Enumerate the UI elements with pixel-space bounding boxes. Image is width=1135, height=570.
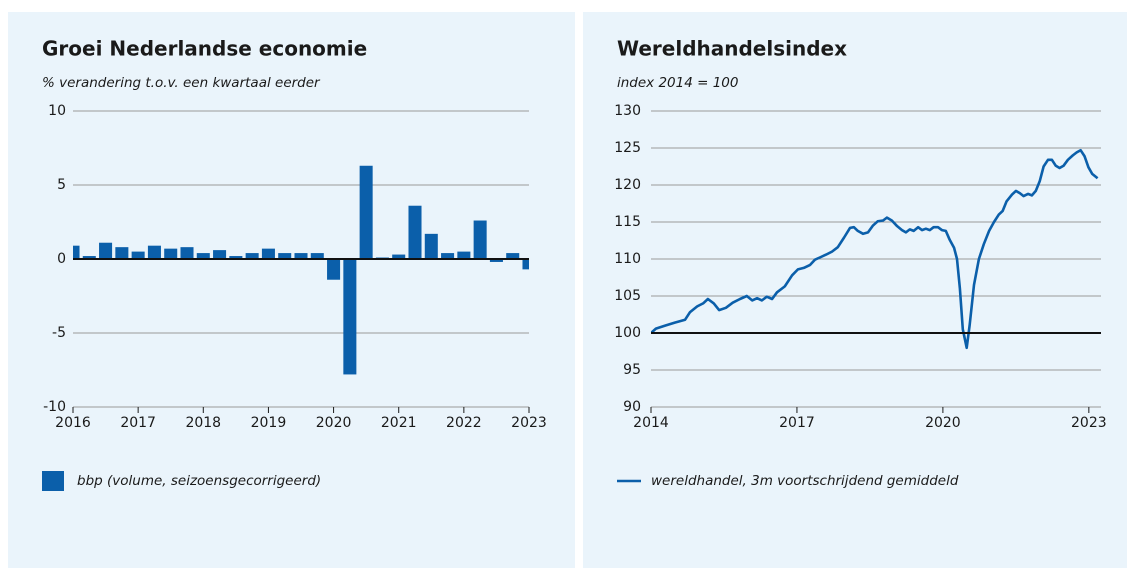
bar <box>147 245 161 259</box>
bar <box>294 253 308 259</box>
bar <box>424 233 438 259</box>
x-tick-label: 2017 <box>779 415 815 431</box>
chart-subtitle: % verandering t.o.v. een kwartaal eerder <box>42 75 321 91</box>
x-tick-label: 2016 <box>55 415 91 431</box>
y-tick-label: 5 <box>57 177 66 193</box>
x-tick-label: 2023 <box>1071 415 1107 431</box>
bar <box>245 253 259 259</box>
x-tick-label: 2022 <box>446 415 482 431</box>
bar <box>408 205 422 259</box>
x-tick-label: 2020 <box>316 415 352 431</box>
bar <box>343 259 357 375</box>
bar <box>99 242 113 259</box>
x-tick-label: 2021 <box>381 415 417 431</box>
y-tick-label: -10 <box>43 399 66 415</box>
y-tick-label: 95 <box>623 362 641 378</box>
bar <box>82 256 96 259</box>
bar <box>180 247 194 259</box>
bar <box>359 165 373 259</box>
y-tick-label: 120 <box>614 177 641 193</box>
bar <box>457 251 471 259</box>
y-tick-label: 100 <box>614 325 641 341</box>
x-tick-label: 2017 <box>120 415 156 431</box>
x-tick-label: 2018 <box>185 415 221 431</box>
chart-title: Wereldhandelsindex <box>617 37 847 61</box>
bar <box>473 220 487 259</box>
bar <box>229 256 243 259</box>
x-tick-label: 2020 <box>925 415 961 431</box>
bar <box>213 250 227 259</box>
bar <box>261 248 275 259</box>
bar <box>489 259 503 262</box>
bar <box>392 254 406 259</box>
line <box>651 148 1099 350</box>
x-tick-label: 2019 <box>251 415 287 431</box>
x-tick-label: 2014 <box>633 415 669 431</box>
x-tick-label: 2023 <box>511 415 547 431</box>
y-tick-label: 90 <box>623 399 641 415</box>
chart-subtitle: index 2014 = 100 <box>617 75 738 91</box>
y-tick-label: 110 <box>614 251 641 267</box>
plot <box>651 148 1099 350</box>
bar <box>115 247 129 259</box>
y-tick-label: 130 <box>614 103 641 119</box>
y-tick-label: 125 <box>614 140 641 156</box>
legend-label: bbp (volume, seizoensgecorrigeerd) <box>77 473 321 489</box>
bar <box>327 259 341 280</box>
y-tick-label: 0 <box>57 251 66 267</box>
y-tick-label: 115 <box>614 214 641 230</box>
bar <box>278 253 292 259</box>
legend-label: wereldhandel, 3m voortschrijdend gemidde… <box>651 473 959 489</box>
y-tick-label: 105 <box>614 288 641 304</box>
bar <box>196 253 210 259</box>
bar <box>441 253 455 259</box>
plot <box>73 165 529 375</box>
bar <box>506 253 520 259</box>
bar <box>73 245 80 259</box>
bar <box>522 259 529 270</box>
panel <box>8 12 575 568</box>
panel <box>583 12 1127 568</box>
legend-swatch <box>42 471 64 491</box>
bar <box>310 253 324 259</box>
bar <box>164 248 178 259</box>
chart-title: Groei Nederlandse economie <box>42 37 367 61</box>
y-tick-label: 10 <box>48 103 66 119</box>
y-tick-label: -5 <box>52 325 66 341</box>
bar <box>131 251 145 259</box>
